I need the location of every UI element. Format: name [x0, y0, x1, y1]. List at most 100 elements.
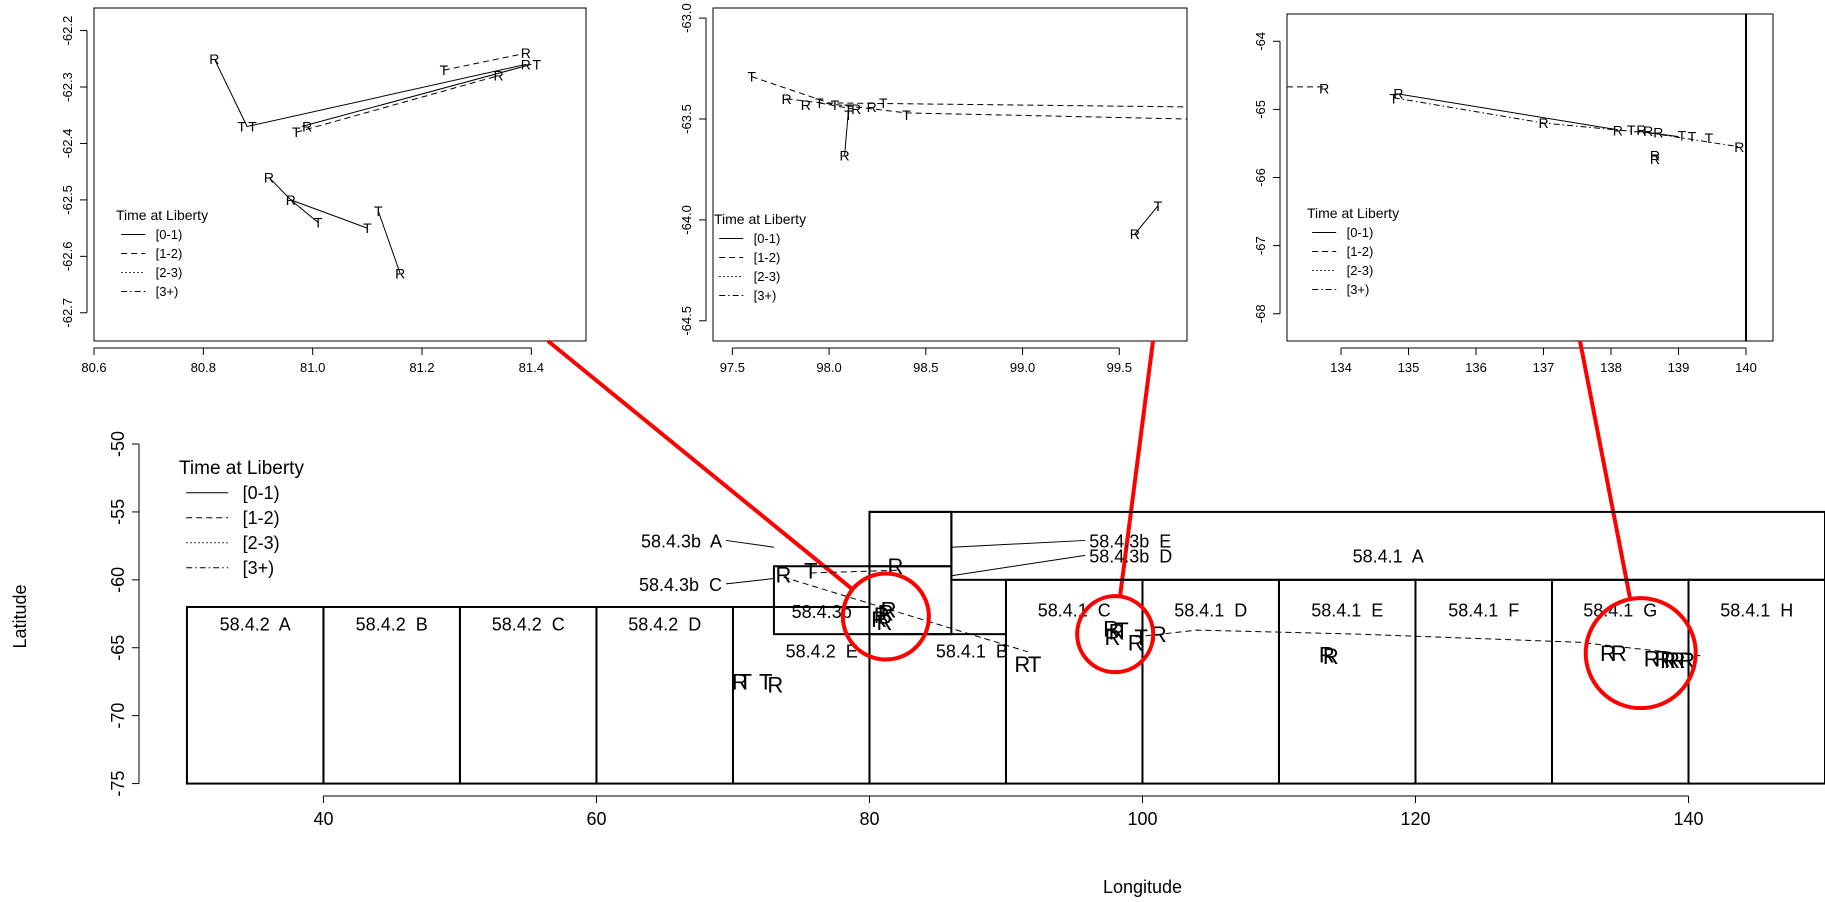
inset-1-frame	[93, 7, 587, 342]
inset-3-marker-T: T	[1627, 122, 1636, 138]
area-label: 58.4.1 H	[1720, 601, 1793, 621]
inset-2-legend-title: Time at Liberty	[714, 211, 806, 227]
zoom-pointer-line-3	[1578, 340, 1633, 600]
inset-3-x-tick-label: 135	[1398, 360, 1420, 375]
inset-3-track-solid	[1637, 130, 1679, 138]
inset-2-x-tick-label: 97.5	[720, 360, 745, 375]
inset-1-y-tick-label: -62.7	[60, 298, 75, 328]
main-legend-label: [3+)	[243, 558, 275, 578]
inset-2-marker-T: T	[879, 95, 888, 111]
inset-2-track-solid	[1134, 205, 1159, 235]
main-y-tick-label: -55	[108, 499, 128, 525]
inset-2-x-tick-label: 98.0	[816, 360, 841, 375]
main-x-tick-label: 40	[313, 809, 333, 829]
main-marker-T: T	[1028, 652, 1041, 677]
inset-1-track-solid	[377, 211, 401, 274]
main-x-tick-label: 80	[859, 809, 879, 829]
inset-2-legend-label: [1-2)	[754, 250, 781, 265]
inset-1-marker-R: R	[493, 68, 503, 84]
inset-1-marker-R: R	[209, 51, 219, 67]
callout-line	[725, 577, 774, 585]
callout-label: 58.4.3b A	[641, 531, 722, 551]
main-marker-R: R	[1151, 622, 1167, 647]
inset-3-x-tick-label: 139	[1668, 360, 1690, 375]
inset-plot-2: 97.5 98.0 98.5 99.0 99.5 -63.0 -63.5 -64.0 -64.5…	[679, 3, 1188, 375]
inset-2-y-tick-label: -64.5	[679, 306, 694, 336]
inset-3-x-tick-label: 140	[1735, 360, 1757, 375]
inset-1-marker-R: R	[264, 169, 274, 185]
inset-3-x-tick-label: 138	[1600, 360, 1622, 375]
area-label: 58.4.1 B	[936, 641, 1008, 661]
main-marker-T: T	[804, 558, 817, 583]
inset-3-track-dashdot	[1393, 97, 1740, 148]
inset-3-frame	[1286, 13, 1774, 342]
main-marker-R: R	[1611, 641, 1627, 666]
main-legend-label: [2-3)	[243, 533, 280, 553]
inset-1-x-tick-label: 81.2	[409, 360, 434, 375]
area-label: 58.4.2 D	[628, 614, 701, 634]
inset-2-y-tick-label: -63.5	[679, 104, 694, 134]
main-marker-R: R	[1109, 619, 1125, 644]
main-track-dashed	[810, 569, 897, 574]
inset-2-track-dashed	[751, 76, 1188, 108]
inset-3-legend-label: [1-2)	[1347, 244, 1374, 259]
inset-1-marker-R: R	[521, 45, 531, 61]
inset-3-marker-R: R	[1643, 123, 1653, 139]
area-label: 58.4.1 F	[1448, 601, 1519, 621]
main-legend-label: [1-2)	[243, 508, 280, 528]
main-marker-R: R	[874, 603, 890, 628]
main-y-tick-label: -50	[108, 431, 128, 457]
inset-2-marker-R: R	[851, 101, 861, 117]
main-x-axis-title: Longitude	[1103, 877, 1182, 897]
main-marker-R: R	[1319, 643, 1335, 668]
inset-3-x-tick-label: 137	[1533, 360, 1555, 375]
inset-3-y-tick-label: -68	[1253, 304, 1268, 323]
callout-label: 58.4.3b D	[1089, 546, 1172, 566]
area-label: 58.4.1 E	[1311, 601, 1383, 621]
main-x-tick-label: 100	[1127, 809, 1157, 829]
main-marker-R: R	[1323, 644, 1339, 669]
main-y-tick-label: -60	[108, 567, 128, 593]
inset-1-track-dashed	[443, 52, 527, 71]
main-marker-R: R	[776, 562, 792, 587]
area-label: 58.4.2 E	[786, 641, 858, 661]
inset-2-marker-R: R	[839, 147, 849, 163]
main-marker-R: R	[1655, 647, 1671, 672]
inset-3-marker-R: R	[1393, 86, 1403, 102]
main-y-tick-label: -75	[108, 771, 128, 797]
inset-1-y-tick-label: -62.2	[60, 16, 75, 46]
inset-3-marker-T: T	[1389, 90, 1398, 106]
inset-3-marker-T: T	[1678, 127, 1687, 143]
main-marker-R: R	[732, 670, 748, 695]
inset-2-legend-label: [2-3)	[754, 269, 781, 284]
inset-3-y-tick-label: -67	[1253, 236, 1268, 255]
zoom-circle-1	[840, 571, 931, 662]
inset-2-marker-T: T	[844, 107, 853, 123]
inset-1-marker-T: T	[440, 62, 449, 78]
inset-2-marker-R: R	[781, 91, 791, 107]
inset-1-x-tick-label: 81.0	[300, 360, 325, 375]
inset-2-legend-label: [3+)	[754, 288, 777, 303]
inset-2-x-tick-label: 99.0	[1010, 360, 1035, 375]
main-y-tick-label: -70	[108, 703, 128, 729]
main-marker-R: R	[1660, 648, 1676, 673]
inset-3-marker-R: R	[1613, 122, 1623, 138]
inset-2-marker-T: T	[831, 97, 840, 113]
main-y-axis-title: Latitude	[10, 584, 30, 648]
callout-label: 58.4.3b E	[1089, 531, 1171, 551]
inset-2-marker-R: R	[1130, 226, 1140, 242]
inset-1-marker-T: T	[237, 119, 246, 135]
inset-2-x-tick-label: 99.5	[1107, 360, 1132, 375]
area-box	[868, 565, 953, 636]
inset-1-y-tick-label: -62.5	[60, 185, 75, 215]
inset-3-track-solid	[1396, 93, 1618, 131]
inset-3-legend-title: Time at Liberty	[1307, 205, 1399, 221]
inset-1-track-dashed	[296, 75, 499, 133]
inset-3-marker-R: R	[1734, 139, 1744, 155]
area-label: 58.4.1 A	[1353, 546, 1424, 566]
inset-2-marker-T: T	[815, 95, 824, 111]
inset-1-legend-label: [3+)	[156, 284, 179, 299]
inset-2-track-solid	[844, 110, 849, 156]
inset-1-marker-T: T	[374, 203, 383, 219]
inset-1-track-solid	[213, 58, 248, 127]
